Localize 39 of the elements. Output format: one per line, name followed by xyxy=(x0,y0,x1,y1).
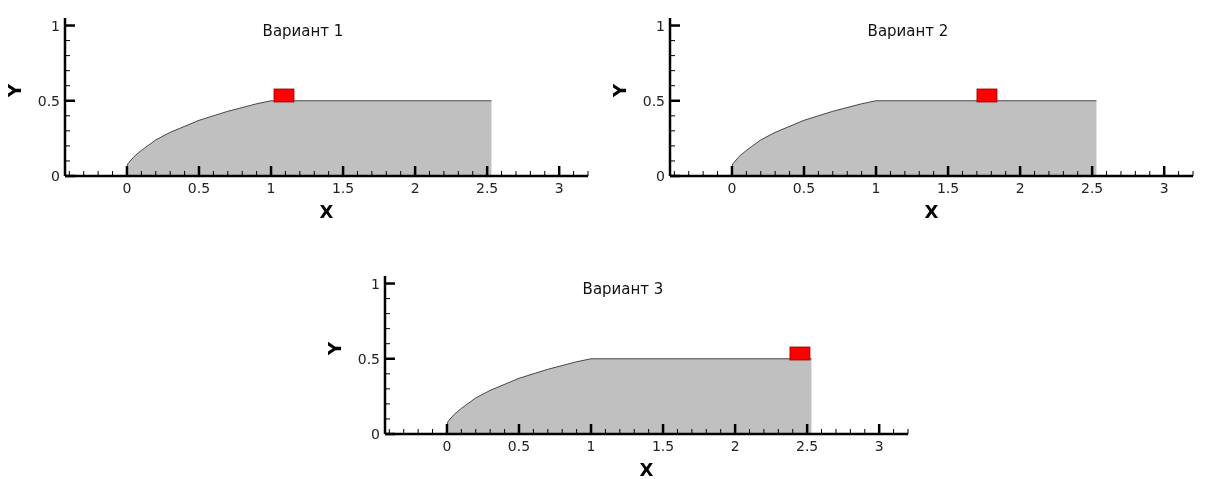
x-tick-label: 0.5 xyxy=(507,438,531,454)
x-tick-label: 3 xyxy=(874,438,884,454)
y-axis-title: Y xyxy=(4,83,26,98)
x-tick-label: 0 xyxy=(442,438,452,454)
x-tick-label: 1.5 xyxy=(331,180,355,196)
chart-title: Вариант 1 xyxy=(262,22,344,40)
x-tick-label: 2.5 xyxy=(476,180,499,196)
x-tick-label: 3 xyxy=(554,180,564,196)
y-axis-title: Y xyxy=(609,83,631,98)
x-tick-label: 0.5 xyxy=(187,180,211,196)
x-tick-label: 1 xyxy=(266,180,276,196)
x-tick-label: 1.5 xyxy=(651,438,675,454)
y-tick-label: 0.5 xyxy=(357,350,380,367)
x-tick-label: 1.5 xyxy=(936,180,960,196)
chart-title: Вариант 3 xyxy=(582,280,664,298)
x-tick-label: 2.5 xyxy=(796,438,819,454)
chart-title: Вариант 2 xyxy=(867,22,949,40)
y-tick-label: 0.5 xyxy=(642,92,665,109)
x-tick-label: 2 xyxy=(410,180,420,196)
x-tick-label: 2 xyxy=(730,438,740,454)
x-tick-label: 0 xyxy=(122,180,132,196)
y-tick-label: 1 xyxy=(656,17,665,34)
y-tick-label: 0.5 xyxy=(37,92,60,109)
x-tick-label: 3 xyxy=(1159,180,1169,196)
y-tick-label: 0 xyxy=(656,168,665,184)
x-tick-label: 1 xyxy=(871,180,881,196)
x-axis-title: X xyxy=(319,201,334,222)
x-axis-title: X xyxy=(924,201,939,222)
x-tick-label: 0 xyxy=(727,180,737,196)
y-tick-label: 0 xyxy=(51,168,60,184)
x-axis-title: X xyxy=(639,459,654,479)
x-tick-label: 2.5 xyxy=(1081,180,1104,196)
y-tick-label: 1 xyxy=(371,275,380,292)
x-tick-label: 0.5 xyxy=(792,180,816,196)
y-tick-label: 0 xyxy=(371,426,380,442)
x-tick-label: 1 xyxy=(586,438,596,454)
y-axis-title: Y xyxy=(324,341,346,356)
x-tick-label: 2 xyxy=(1015,180,1025,196)
y-tick-label: 1 xyxy=(51,17,60,34)
